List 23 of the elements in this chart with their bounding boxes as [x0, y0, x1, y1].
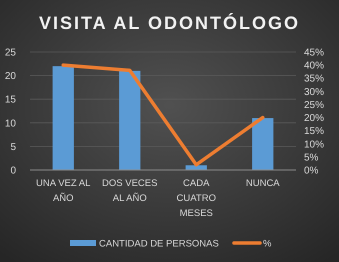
- y-tick-label: 25: [4, 48, 16, 58]
- y2-tick-label: 45%: [304, 48, 324, 58]
- y-tick-label: 15: [4, 94, 16, 106]
- y2-tick-label: 30%: [304, 86, 324, 98]
- legend-label: CANTIDAD DE PERSONAS: [99, 238, 219, 250]
- y2-tick-label: 10%: [304, 139, 324, 150]
- chart-title: VISITA AL ODONTÓLOGO: [38, 13, 300, 33]
- y-tick-label: 10: [4, 118, 16, 130]
- y2-tick-label: 35%: [304, 74, 324, 85]
- y2-tick-label: 20%: [304, 113, 324, 124]
- x-tick-label: NUNCA: [246, 178, 280, 189]
- y2-tick-label: 5%: [304, 152, 319, 164]
- legend-label: %: [263, 238, 272, 250]
- y2-tick-label: 40%: [304, 60, 324, 72]
- x-tick-label: UNA VEZ AL AÑO: [36, 178, 90, 204]
- y2-tick-label: 25%: [304, 100, 324, 111]
- y2-tick-label: 0%: [304, 166, 319, 176]
- y-tick-label: 0: [10, 166, 16, 176]
- y2-tick-label: 15%: [304, 126, 324, 138]
- y-tick-label: 20: [4, 71, 16, 82]
- y-tick-label: 5: [10, 142, 16, 153]
- x-tick-label: CADA CUATRO MESES: [176, 178, 216, 219]
- x-tick-label: DOS VECES AL AÑO: [102, 178, 158, 204]
